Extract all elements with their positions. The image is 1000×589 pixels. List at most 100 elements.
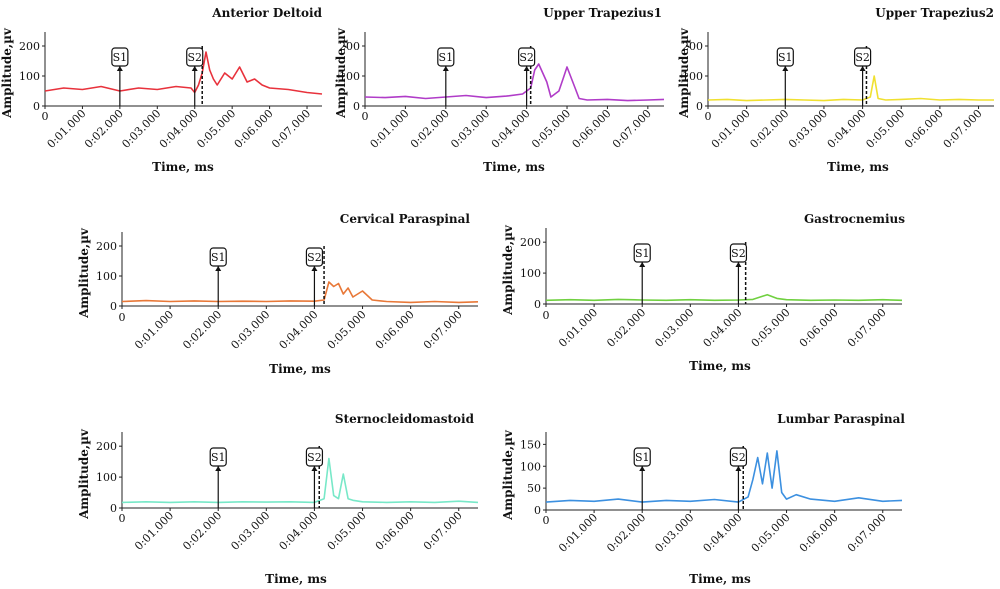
stimulus-marker-box [518,47,536,67]
x-tick-label: 0:03.000 [119,107,163,151]
stimulus-marker-label: S1 [635,247,650,260]
stimulus-arrow-icon [523,66,530,71]
y-tick-label: 50 [527,482,541,495]
y-tick-label: 100 [19,70,40,83]
stimulus-marker-label: S1 [211,451,226,464]
y-axis-label: Amplitude,µv [677,27,691,119]
x-tick-label: 0:02.000 [82,107,126,151]
x-tick-label: 0 [543,514,550,527]
x-tick-label: 0:04.000 [701,306,745,350]
stimulus-marker-label: S2 [307,451,322,464]
y-axis-label: Amplitude,µv [501,224,515,316]
x-tick-label: 0:07.000 [941,107,985,151]
stimulus-marker-box [209,247,227,267]
y-tick-label: 150 [520,438,541,451]
stimulus-marker-box [209,447,227,467]
stimulus-marker-label: S2 [855,51,870,64]
x-tick-label: 0 [119,512,126,525]
y-tick-label: 100 [339,70,360,83]
stimulus-arrow-icon [735,466,742,471]
x-tick-label: 0:05.000 [325,509,369,553]
stimulus-arrow-icon [782,66,789,71]
x-axis-label: Time, ms [827,160,889,174]
emg-signal-line [121,281,479,304]
stimulus-marker-label: S2 [731,247,746,260]
stimulus-marker-label: S2 [731,451,746,464]
stimulus-marker-label: S1 [211,251,226,264]
y-tick-label: 0 [696,100,703,113]
x-tick-label: 0:01.000 [132,308,176,352]
y-tick-label: 100 [520,267,541,280]
x-tick-label: 0:02.000 [604,306,648,350]
x-tick-label: 0:05.000 [325,308,369,352]
stimulus-arrow-icon [191,66,198,71]
x-tick-label: 0:02.000 [604,511,648,555]
stimulus-marker-box [186,47,204,67]
stimulus-marker-box [111,47,129,67]
stimulus-marker-box [776,47,794,67]
x-tick-label: 0:01.000 [709,107,753,151]
y-axis-label: Amplitude,µv [77,428,91,520]
y-tick-label: 200 [19,40,40,53]
stimulus-marker-label: S1 [635,451,650,464]
chart-panel-6: Sternocleidomastoid 0 100 200 0 0:01.000 0:02.… [77,412,479,586]
x-tick-label: 0:06.000 [797,306,841,350]
emg-signal-line [545,450,903,503]
x-tick-label: 0:05.000 [749,306,793,350]
y-tick-label: 0 [353,100,360,113]
stimulus-arrow-icon [735,262,742,267]
x-tick-label: 0:05.000 [529,107,573,151]
x-tick-label: 0:03.000 [228,509,272,553]
stimulus-marker-box [437,47,455,67]
stimulus-marker-label: S1 [113,51,128,64]
x-tick-label: 0:03.000 [228,308,272,352]
x-tick-label: 0:01.000 [132,509,176,553]
x-tick-label: 0:01.000 [556,511,600,555]
chart-title: Lumbar Paraspinal [777,412,905,426]
chart-title: Sternocleidomastoid [335,412,475,426]
stimulus-marker-label: S1 [778,51,793,64]
x-tick-label: 0:01.000 [45,107,89,151]
y-axis-label: Amplitude,µv [334,27,348,119]
stimulus-marker-label: S2 [519,51,534,64]
x-tick-label: 0:03.000 [786,107,830,151]
x-tick-label: 0 [705,110,712,123]
x-axis-label: Time, ms [689,359,751,373]
x-tick-label: 0:06.000 [797,511,841,555]
x-tick-label: 0:02.000 [408,107,452,151]
y-axis-label: Amplitude,µv [77,227,91,319]
x-tick-label: 0:07.000 [421,308,465,352]
x-tick-label: 0:05.000 [863,107,907,151]
x-tick-label: 0:02.000 [180,509,224,553]
stimulus-arrow-icon [639,262,646,267]
x-tick-label: 0 [119,311,126,324]
chart-title: Cervical Paraspinal [340,212,471,226]
x-tick-label: 0:02.000 [747,107,791,151]
y-tick-label: 100 [96,471,117,484]
stimulus-arrow-icon [859,66,866,71]
emg-signal-line [545,293,903,302]
y-tick-label: 200 [520,236,541,249]
stimulus-arrow-icon [311,266,318,271]
emg-signal-line [364,63,665,102]
y-tick-label: 200 [96,240,117,253]
x-tick-label: 0:04.000 [701,511,745,555]
x-tick-label: 0 [543,309,550,322]
stimulus-arrow-icon [215,466,222,471]
x-tick-label: 0:05.000 [194,107,238,151]
x-tick-label: 0:04.000 [277,509,321,553]
y-tick-label: 0 [33,100,40,113]
chart-panel-3: Upper Trapezius2010020000:01.0000:02.000… [677,6,994,174]
x-tick-label: 0 [362,110,369,123]
x-tick-label: 0:07.000 [421,509,465,553]
y-tick-label: 0 [534,504,541,517]
x-tick-label: 0:01.000 [368,107,412,151]
chart-title: Gastrocnemius [804,212,905,226]
y-tick-label: 100 [96,270,117,283]
stimulus-arrow-icon [311,466,318,471]
x-tick-label: 0:04.000 [825,107,869,151]
stimulus-marker-box [853,47,872,67]
emg-signal-line [44,51,323,95]
